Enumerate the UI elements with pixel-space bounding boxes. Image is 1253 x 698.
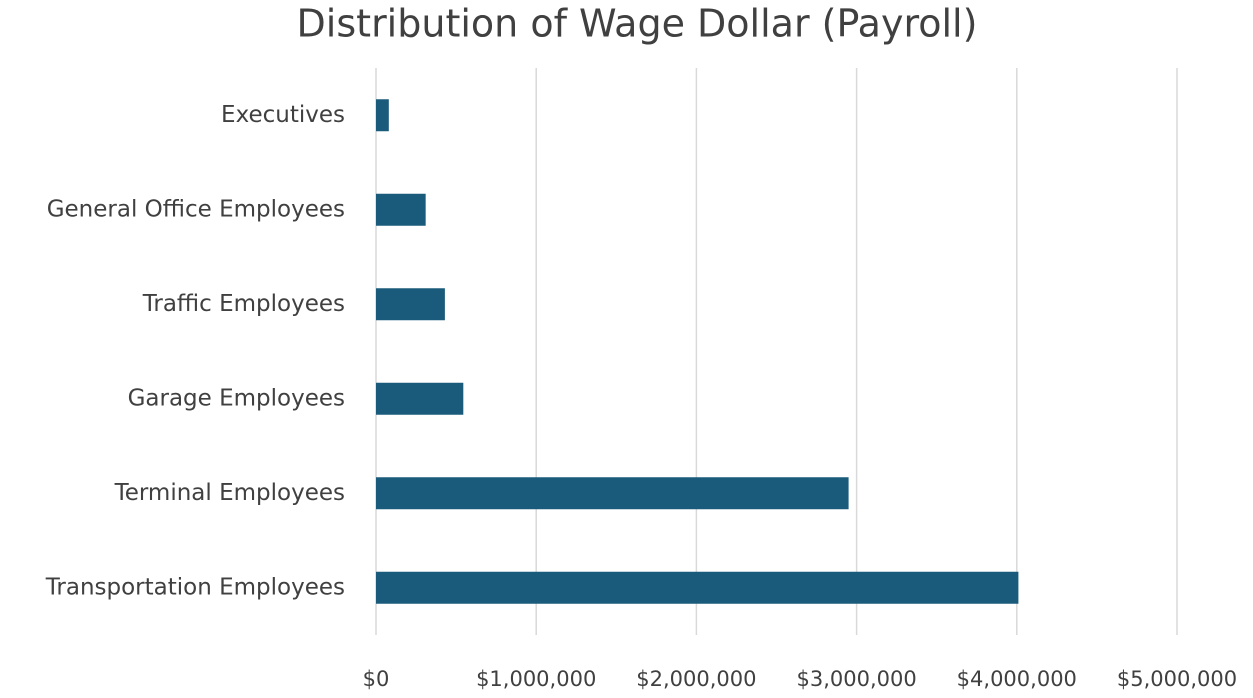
bar (376, 99, 389, 132)
bar (376, 571, 1019, 604)
bar (376, 382, 464, 415)
x-tick-label: $5,000,000 (1117, 667, 1237, 691)
y-tick-label: Executives (221, 102, 345, 128)
y-tick-label: Traffic Employees (142, 291, 345, 317)
bar (376, 288, 445, 321)
x-tick-label: $0 (363, 667, 390, 691)
y-tick-label: Terminal Employees (114, 480, 345, 506)
bar (376, 193, 426, 226)
y-tick-label: Garage Employees (128, 385, 345, 411)
y-tick-label: General Office Employees (47, 196, 345, 222)
chart-title: Distribution of Wage Dollar (Payroll) (297, 2, 978, 46)
x-tick-label: $3,000,000 (796, 667, 916, 691)
x-tick-label: $2,000,000 (636, 667, 756, 691)
y-tick-label: Transportation Employees (45, 574, 345, 600)
x-tick-label: $4,000,000 (957, 667, 1077, 691)
bar (376, 477, 849, 510)
x-tick-label: $1,000,000 (476, 667, 596, 691)
